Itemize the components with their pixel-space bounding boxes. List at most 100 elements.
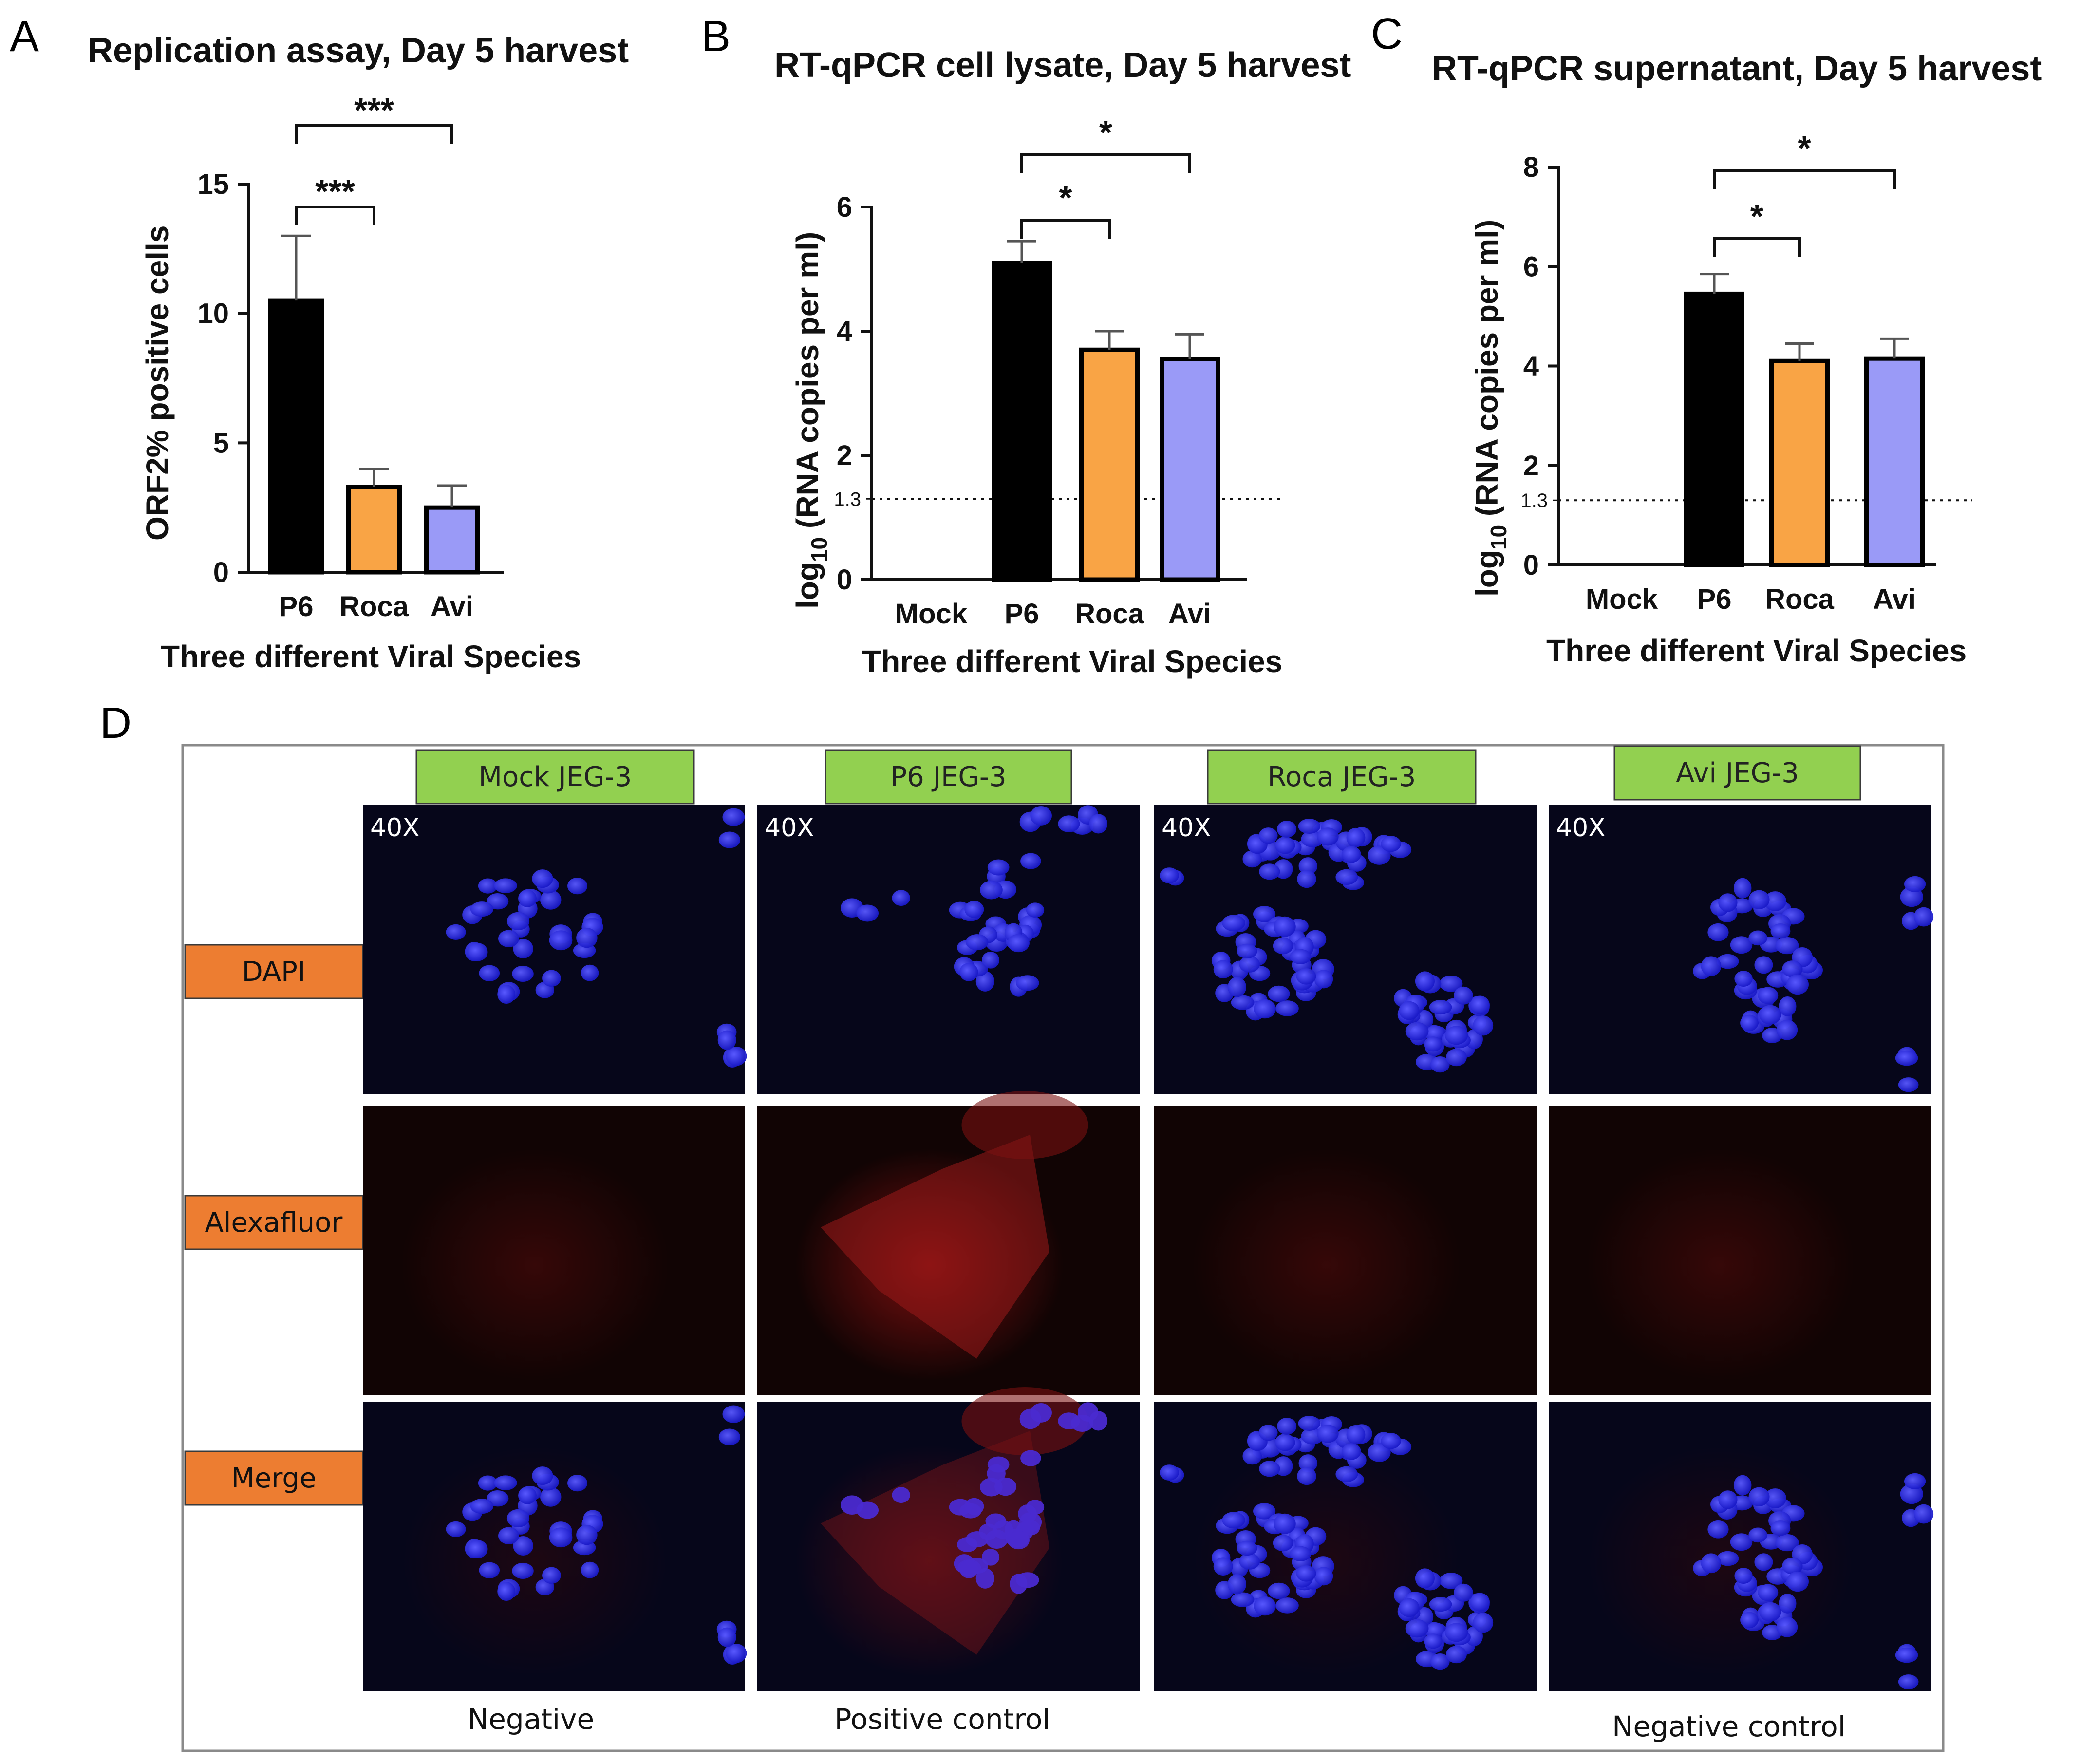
y-tick-label: 0 [837,564,852,596]
significance-stars: * [1099,113,1113,151]
chart-b-title: RT-qPCR cell lysate, Day 5 harvest [774,46,1351,85]
significance-bracket [295,206,375,225]
column-header-label: Mock JEG-3 [479,761,632,793]
column-header-box [825,749,1072,805]
x-tick-label-avi: Avi [1168,598,1211,630]
bar-avi [424,505,480,575]
magnification-label: 40X [1162,813,1211,843]
chart-c-ylabel-sub: 10 [1486,525,1511,550]
chart-c-title: RT-qPCR supernatant, Day 5 harvest [1432,49,2042,88]
panel-letter-b: B [701,12,731,61]
panel-letter-c: C [1371,10,1403,58]
image-caption: Negative control [1612,1710,1846,1743]
micrograph-avi-dapi: 40X [1549,805,1934,1094]
chart-b-xlabel: Three different Viral Species [862,644,1282,679]
image-caption: Negative [468,1703,594,1736]
x-tick-label-p6: P6 [279,591,314,622]
significance-bracket [1020,153,1191,173]
x-tick-label-mock: Mock [895,598,968,630]
y-tick-label: 8 [1523,151,1539,183]
magnification-label: 40X [370,813,420,843]
y-tick-label: 2 [1523,450,1539,482]
x-tick-label-roca: Roca [1765,583,1835,615]
row-label-dapi: DAPI [242,956,306,988]
chart-c-xlabel: Three different Viral Species [1546,633,1967,668]
y-tick-label: 5 [213,427,229,459]
row-label-merge: Merge [231,1463,317,1494]
panel-letter-d: D [100,699,131,748]
y-tick-label: 15 [197,169,229,200]
significance-stars: * [1798,129,1811,167]
bar-avi [1160,357,1220,582]
x-tick-label-mock: Mock [1586,583,1658,615]
micrograph-mock-dapi: 40X [363,805,747,1094]
significance-bracket [1020,219,1111,239]
bar-avi [1864,356,1925,567]
significance-stars: *** [354,91,394,129]
significance-stars: * [1750,197,1764,235]
chart-a: Replication assay, Day 5 harvest Three d… [88,31,629,674]
panel-letter-a: A [10,12,39,61]
x-tick-label-p6: P6 [1697,583,1732,615]
chart-a-title: Replication assay, Day 5 harvest [88,31,629,70]
x-tick-label-p6: P6 [1005,598,1039,630]
column-header-box [1613,745,1861,801]
column-header-box [1207,749,1477,805]
y-tick-label: 10 [197,298,229,330]
bar-p6 [268,298,324,575]
bar-roca [1079,347,1140,582]
chart-b: RT-qPCR cell lysate, Day 5 harvest Three… [774,46,1351,679]
row-label-alexafluor: Alexafluor [205,1207,343,1239]
x-tick-label-avi: Avi [431,591,473,622]
micrograph-mock-merge [363,1402,747,1691]
y-tick-label: 2 [837,440,852,471]
y-tick-label: 6 [1523,251,1539,282]
y-tick-label: 4 [1523,351,1539,382]
significance-bracket [295,124,453,144]
bar-p6 [1684,291,1744,567]
bar-roca [346,485,402,575]
significance-stars: *** [315,172,355,210]
micrograph-roca-dapi: 40X [1154,805,1537,1094]
micrograph-roca-alexafluor [1154,1106,1537,1395]
column-header-label: Avi JEG-3 [1676,757,1799,789]
y-tick-label: 0 [213,557,229,588]
row-label-box [184,944,364,999]
x-tick-label-roca: Roca [339,591,409,622]
row-label-box [184,1195,364,1250]
chart-a-xlabel: Three different Viral Species [161,639,581,674]
chart-b-ylabel: log10 (RNA copies per ml) [790,232,832,609]
threshold-label: 1.3 [1520,490,1548,511]
micrograph-p6-alexafluor [757,1091,1140,1395]
threshold-label: 1.3 [834,488,861,510]
micrograph-avi-alexafluor [1549,1106,1931,1395]
image-caption: Positive control [834,1703,1050,1736]
magnification-label: 40X [1556,813,1606,843]
column-header-label: Roca JEG-3 [1268,761,1416,793]
chart-a-ylabel: ORF2% positive cells [140,225,175,541]
bar-p6 [992,261,1052,582]
column-header-box [415,749,695,805]
y-tick-label: 6 [837,191,852,223]
microscopy-panel: Mock JEG-3 P6 JEG-3 Roca JEG-3 Avi JEG-3 DA… [181,744,1945,1752]
bar-roca [1769,358,1830,567]
significance-stars: * [1059,179,1072,217]
micrograph-roca-merge [1154,1402,1537,1691]
micrograph-p6-dapi: 40X [757,805,1140,1094]
magnification-label: 40X [765,813,814,843]
micrograph-p6-merge [757,1387,1140,1691]
micrograph-avi-merge [1549,1402,1934,1691]
significance-bracket [1713,169,1896,189]
y-tick-label: 0 [1523,549,1539,581]
column-header-label: P6 JEG-3 [890,761,1006,793]
row-label-box [184,1450,364,1506]
micrograph-mock-alexafluor [363,1106,745,1395]
y-tick-label: 4 [837,316,852,347]
significance-bracket [1713,237,1801,257]
x-tick-label-roca: Roca [1075,598,1144,630]
x-tick-label-avi: Avi [1873,583,1916,615]
chart-b-ylabel-sub: 10 [806,537,832,562]
chart-c: RT-qPCR supernatant, Day 5 harvest Three… [1432,49,2042,668]
chart-c-ylabel: log10 (RNA copies per ml) [1469,220,1511,597]
